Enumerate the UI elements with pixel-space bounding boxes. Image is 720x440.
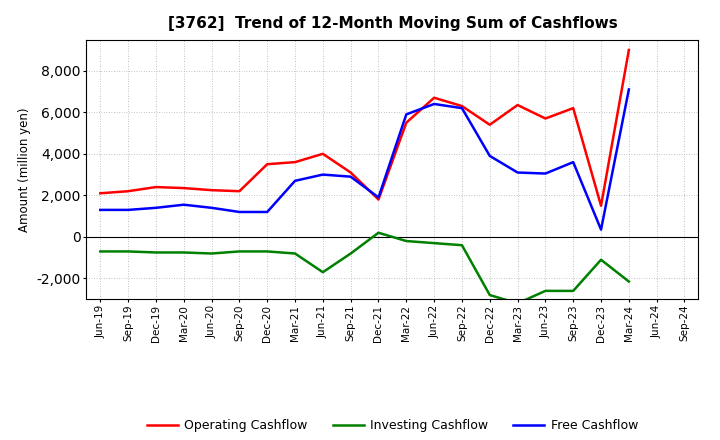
Operating Cashflow <box>569 106 577 111</box>
Free Cashflow <box>569 159 577 165</box>
Operating Cashflow <box>235 189 243 194</box>
Free Cashflow <box>430 101 438 106</box>
Operating Cashflow <box>152 184 161 190</box>
Operating Cashflow <box>179 185 188 191</box>
Investing Cashflow <box>124 249 132 254</box>
Free Cashflow <box>513 170 522 175</box>
Y-axis label: Amount (million yen): Amount (million yen) <box>18 107 31 231</box>
Investing Cashflow <box>402 238 410 244</box>
Operating Cashflow <box>318 151 327 157</box>
Investing Cashflow <box>207 251 216 256</box>
Investing Cashflow <box>318 270 327 275</box>
Investing Cashflow <box>624 279 633 284</box>
Operating Cashflow <box>291 159 300 165</box>
Investing Cashflow <box>263 249 271 254</box>
Operating Cashflow <box>207 187 216 193</box>
Operating Cashflow <box>96 191 104 196</box>
Title: [3762]  Trend of 12-Month Moving Sum of Cashflows: [3762] Trend of 12-Month Moving Sum of C… <box>168 16 617 32</box>
Free Cashflow <box>291 178 300 183</box>
Investing Cashflow <box>374 230 383 235</box>
Free Cashflow <box>624 87 633 92</box>
Operating Cashflow <box>513 103 522 108</box>
Investing Cashflow <box>291 251 300 256</box>
Free Cashflow <box>597 227 606 232</box>
Operating Cashflow <box>124 189 132 194</box>
Free Cashflow <box>485 153 494 158</box>
Operating Cashflow <box>402 120 410 125</box>
Operating Cashflow <box>597 203 606 209</box>
Free Cashflow <box>374 195 383 200</box>
Investing Cashflow <box>346 251 355 256</box>
Operating Cashflow <box>346 170 355 175</box>
Operating Cashflow <box>263 161 271 167</box>
Investing Cashflow <box>96 249 104 254</box>
Investing Cashflow <box>430 241 438 246</box>
Line: Investing Cashflow: Investing Cashflow <box>100 233 629 303</box>
Line: Operating Cashflow: Operating Cashflow <box>100 50 629 206</box>
Free Cashflow <box>402 112 410 117</box>
Investing Cashflow <box>235 249 243 254</box>
Investing Cashflow <box>458 242 467 248</box>
Investing Cashflow <box>513 301 522 306</box>
Free Cashflow <box>263 209 271 215</box>
Operating Cashflow <box>374 197 383 202</box>
Free Cashflow <box>235 209 243 215</box>
Legend: Operating Cashflow, Investing Cashflow, Free Cashflow: Operating Cashflow, Investing Cashflow, … <box>142 414 643 437</box>
Free Cashflow <box>541 171 550 176</box>
Free Cashflow <box>152 205 161 210</box>
Investing Cashflow <box>541 288 550 293</box>
Free Cashflow <box>207 205 216 210</box>
Free Cashflow <box>458 106 467 111</box>
Free Cashflow <box>96 207 104 213</box>
Free Cashflow <box>318 172 327 177</box>
Operating Cashflow <box>458 103 467 109</box>
Operating Cashflow <box>541 116 550 121</box>
Free Cashflow <box>346 174 355 180</box>
Operating Cashflow <box>485 122 494 128</box>
Operating Cashflow <box>430 95 438 100</box>
Investing Cashflow <box>179 250 188 255</box>
Investing Cashflow <box>152 250 161 255</box>
Free Cashflow <box>179 202 188 207</box>
Free Cashflow <box>124 207 132 213</box>
Investing Cashflow <box>597 257 606 262</box>
Investing Cashflow <box>569 288 577 293</box>
Line: Free Cashflow: Free Cashflow <box>100 89 629 230</box>
Investing Cashflow <box>485 293 494 298</box>
Operating Cashflow <box>624 48 633 53</box>
